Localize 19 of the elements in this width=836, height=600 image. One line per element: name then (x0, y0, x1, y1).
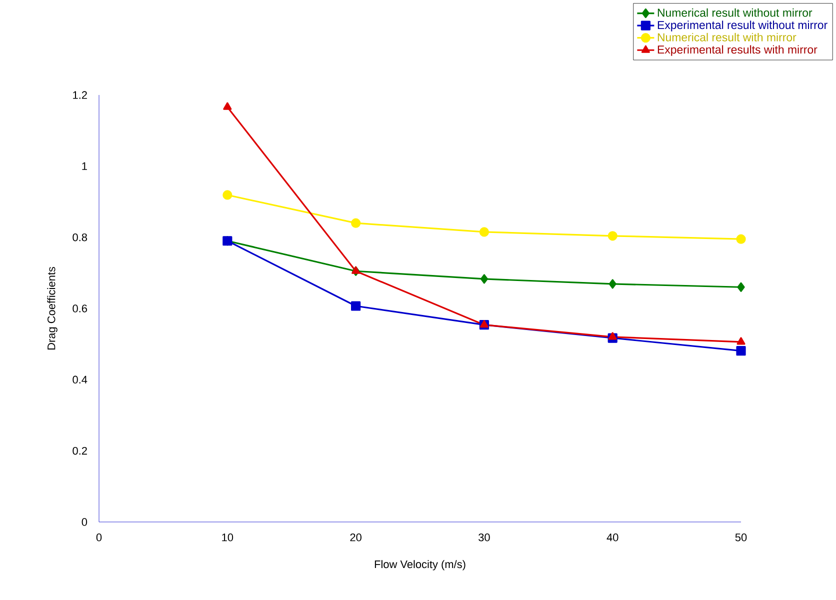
x-tick-label: 0 (96, 534, 102, 542)
legend-label: Experimental result without mirror (658, 20, 828, 32)
y-tick-label: 0.6 (72, 304, 88, 312)
x-tick-label: 30 (478, 534, 490, 542)
x-tick-label: 10 (222, 534, 234, 542)
y-tick-label: 1 (82, 162, 87, 170)
y-tick-label: 0 (82, 518, 88, 526)
legend-label: Experimental results with mirror (658, 45, 818, 56)
y-tick-label: 0.2 (72, 446, 87, 455)
y-tick-label: 1.2 (73, 91, 87, 99)
legend-label: Numerical result without mirror (658, 8, 812, 17)
x-tick-label: 40 (606, 534, 618, 542)
y-tick-label: 0.4 (72, 376, 88, 384)
y-axis-title: Drag Coefficients (47, 266, 58, 350)
x-tick-label: 20 (350, 534, 362, 542)
legend-label: Numerical result with mirror (658, 32, 796, 42)
x-tick-label: 50 (735, 534, 747, 542)
x-axis-title: Flow Velocity (m/s) (374, 560, 466, 570)
y-tick-label: 0.8 (72, 233, 88, 242)
